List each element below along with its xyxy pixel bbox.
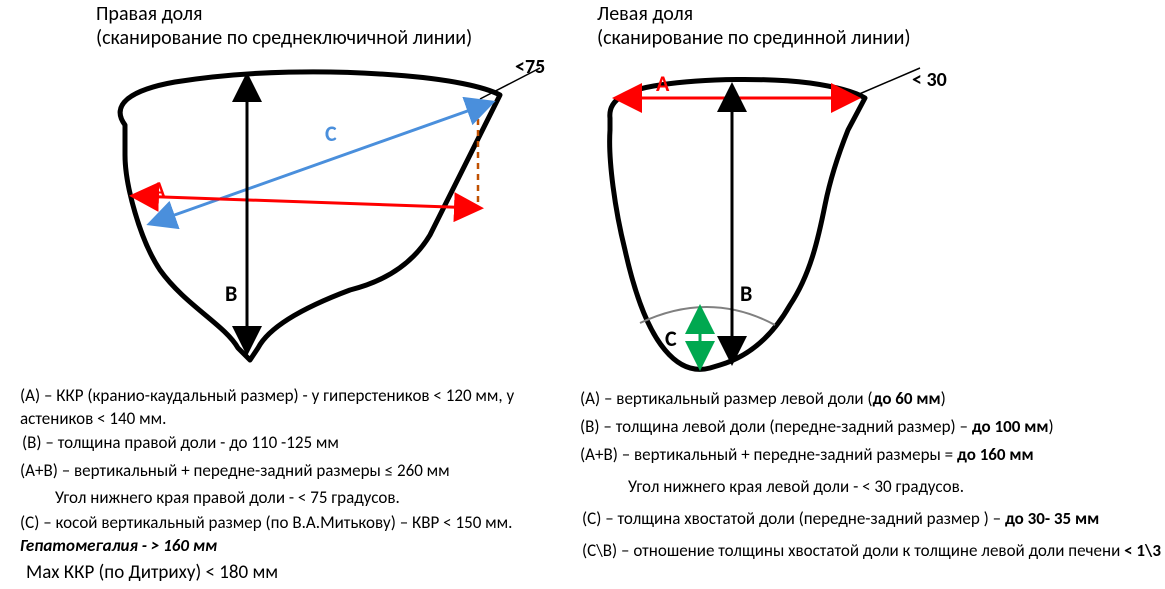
right-arc bbox=[640, 307, 775, 325]
left-note-2: (А+В) – вертикальный + передне-задний ра… bbox=[20, 460, 540, 483]
right-diagram-svg bbox=[0, 0, 960, 390]
right-note-0: (А) – вертикальный размер левой доли (до… bbox=[580, 388, 1140, 411]
right-note-4: (С) – толщина хвостатой доли (передне-за… bbox=[582, 508, 1162, 531]
left-note-1: (В) – толщина правой доли - до 110 -125 … bbox=[22, 432, 522, 455]
right-note-5: (С\В) – отношение толщины хвостатой доли… bbox=[582, 540, 1162, 563]
left-note-0: (А) – ККР (кранио-каудальный размер) - у… bbox=[20, 385, 520, 431]
right-note-1: (В) – толщина левой доли (передне-задний… bbox=[580, 416, 1160, 439]
right-label-B: В bbox=[740, 280, 752, 307]
right-note-3: Угол нижнего края левой доли - < 30 град… bbox=[628, 476, 1148, 499]
right-label-C: С bbox=[665, 325, 677, 352]
left-note-3: Угол нижнего края правой доли - < 75 гра… bbox=[55, 487, 555, 510]
right-label-A: А bbox=[656, 70, 669, 97]
right-outline bbox=[610, 79, 865, 369]
right-angle-line bbox=[850, 68, 920, 98]
right-note-2: (А+В) – вертикальный + передне-задний ра… bbox=[580, 444, 1160, 467]
diagram-root: Правая доля (сканирование по среднеключи… bbox=[0, 0, 1165, 589]
right-angle-label: < 30 bbox=[912, 68, 947, 92]
left-note-4: (С) – косой вертикальный размер (по В.А.… bbox=[20, 512, 550, 558]
left-note-5: Мах ККР (по Дитриху) < 180 мм bbox=[26, 560, 526, 586]
